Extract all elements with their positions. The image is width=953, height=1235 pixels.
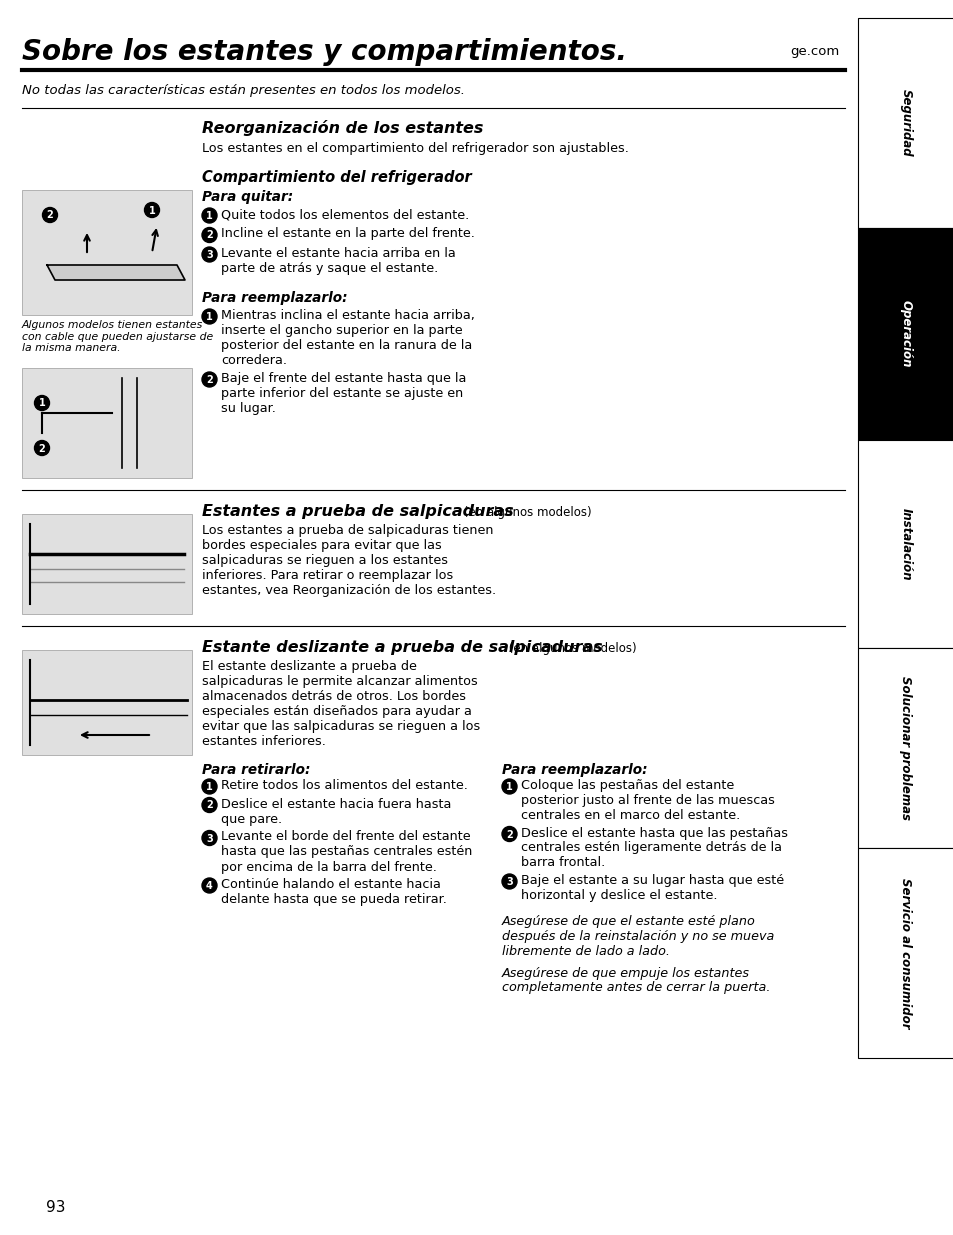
Circle shape xyxy=(202,247,216,262)
Text: 2: 2 xyxy=(47,210,53,221)
Bar xyxy=(857,228,953,440)
Text: 3: 3 xyxy=(206,834,213,844)
Circle shape xyxy=(202,878,216,893)
Circle shape xyxy=(202,830,216,846)
Text: 2: 2 xyxy=(206,800,213,810)
Text: Asegúrese de que empuje los estantes
completamente antes de cerrar la puerta.: Asegúrese de que empuje los estantes com… xyxy=(501,967,770,994)
Text: Para retirarlo:: Para retirarlo: xyxy=(202,763,310,777)
Text: Mientras inclina el estante hacia arriba,
inserte el gancho superior en la parte: Mientras inclina el estante hacia arriba… xyxy=(221,309,475,367)
Text: Quite todos los elementos del estante.: Quite todos los elementos del estante. xyxy=(221,207,469,221)
Text: Baje el estante a su lugar hasta que esté
horizontal y deslice el estante.: Baje el estante a su lugar hasta que est… xyxy=(520,874,783,902)
Text: El estante deslizante a prueba de
salpicaduras le permite alcanzar alimentos
alm: El estante deslizante a prueba de salpic… xyxy=(202,659,479,748)
Text: 1: 1 xyxy=(506,782,513,792)
Text: Los estantes en el compartimiento del refrigerador son ajustables.: Los estantes en el compartimiento del re… xyxy=(202,142,628,156)
Text: Para reemplazarlo:: Para reemplazarlo: xyxy=(202,291,347,305)
Text: 4: 4 xyxy=(206,881,213,890)
Circle shape xyxy=(202,779,216,794)
Text: Reorganización de los estantes: Reorganización de los estantes xyxy=(202,120,483,136)
Text: Estantes a prueba de salpicaduras: Estantes a prueba de salpicaduras xyxy=(202,504,513,519)
Text: Seguridad: Seguridad xyxy=(899,89,911,157)
Text: Servicio al consumidor: Servicio al consumidor xyxy=(899,878,911,1029)
Text: ge.com: ge.com xyxy=(790,46,840,58)
Text: Solucionar problemas: Solucionar problemas xyxy=(899,676,911,820)
Text: 1: 1 xyxy=(206,782,213,792)
Circle shape xyxy=(43,207,57,222)
Circle shape xyxy=(144,203,159,217)
Text: Continúe halando el estante hacia
delante hasta que se pueda retirar.: Continúe halando el estante hacia delant… xyxy=(221,878,446,906)
Text: Levante el borde del frente del estante
hasta que las pestañas centrales estén
p: Levante el borde del frente del estante … xyxy=(221,830,472,873)
Circle shape xyxy=(202,798,216,813)
Text: 2: 2 xyxy=(506,830,513,840)
Text: Incline el estante en la parte del frente.: Incline el estante en la parte del frent… xyxy=(221,227,475,241)
Text: No todas las características están presentes en todos los modelos.: No todas las características están prese… xyxy=(22,84,464,98)
Text: Sobre los estantes y compartimientos.: Sobre los estantes y compartimientos. xyxy=(22,38,626,65)
Text: 3: 3 xyxy=(206,249,213,261)
Text: 3: 3 xyxy=(506,877,513,887)
Bar xyxy=(22,190,192,315)
Circle shape xyxy=(501,779,517,794)
Text: 1: 1 xyxy=(206,211,213,221)
Bar xyxy=(22,368,192,478)
Text: Estante deslizante a prueba de salpicaduras: Estante deslizante a prueba de salpicadu… xyxy=(202,640,602,655)
Bar xyxy=(857,440,953,648)
Text: Instalación: Instalación xyxy=(899,508,911,580)
Text: Asegúrese de que el estante esté plano
después de la reinstalación y no se mueva: Asegúrese de que el estante esté plano d… xyxy=(501,915,774,958)
Text: Coloque las pestañas del estante
posterior justo al frente de las muescas
centra: Coloque las pestañas del estante posteri… xyxy=(520,779,774,823)
Text: Para quitar:: Para quitar: xyxy=(202,190,293,204)
Circle shape xyxy=(34,441,50,456)
Circle shape xyxy=(202,227,216,242)
Text: Los estantes a prueba de salpicaduras tienen
bordes especiales para evitar que l: Los estantes a prueba de salpicaduras ti… xyxy=(202,524,496,597)
Text: Levante el estante hacia arriba en la
parte de atrás y saque el estante.: Levante el estante hacia arriba en la pa… xyxy=(221,247,456,275)
Circle shape xyxy=(34,395,50,410)
Text: Retire todos los alimentos del estante.: Retire todos los alimentos del estante. xyxy=(221,779,467,792)
Circle shape xyxy=(202,372,216,387)
Text: 1: 1 xyxy=(149,205,155,215)
Bar xyxy=(22,650,192,755)
Text: Operación: Operación xyxy=(899,300,911,368)
Text: 1: 1 xyxy=(206,312,213,322)
Text: 2: 2 xyxy=(38,443,46,453)
Text: Compartimiento del refrigerador: Compartimiento del refrigerador xyxy=(202,170,471,185)
Text: 1: 1 xyxy=(38,399,46,409)
Circle shape xyxy=(501,874,517,889)
Circle shape xyxy=(501,826,517,841)
Text: Deslice el estante hacia fuera hasta
que pare.: Deslice el estante hacia fuera hasta que… xyxy=(221,798,451,825)
Text: 2: 2 xyxy=(206,375,213,385)
Polygon shape xyxy=(47,266,185,280)
Circle shape xyxy=(202,309,216,324)
Text: Para reemplazarlo:: Para reemplazarlo: xyxy=(501,763,647,777)
Bar xyxy=(857,19,953,228)
Bar xyxy=(22,514,192,614)
Text: Baje el frente del estante hasta que la
parte inferior del estante se ajuste en
: Baje el frente del estante hasta que la … xyxy=(221,372,466,415)
Text: Deslice el estante hasta que las pestañas
centrales estén ligeramente detrás de : Deslice el estante hasta que las pestaña… xyxy=(520,826,787,869)
Bar xyxy=(857,848,953,1058)
Text: 2: 2 xyxy=(206,231,213,241)
Text: Algunos modelos tienen estantes
con cable que pueden ajustarse de
la misma maner: Algunos modelos tienen estantes con cabl… xyxy=(22,320,213,353)
Text: (en algunos modelos): (en algunos modelos) xyxy=(459,506,591,519)
Bar xyxy=(857,648,953,848)
Text: (en algunos modelos): (en algunos modelos) xyxy=(504,642,636,655)
Circle shape xyxy=(202,207,216,224)
Text: 93: 93 xyxy=(46,1200,66,1215)
